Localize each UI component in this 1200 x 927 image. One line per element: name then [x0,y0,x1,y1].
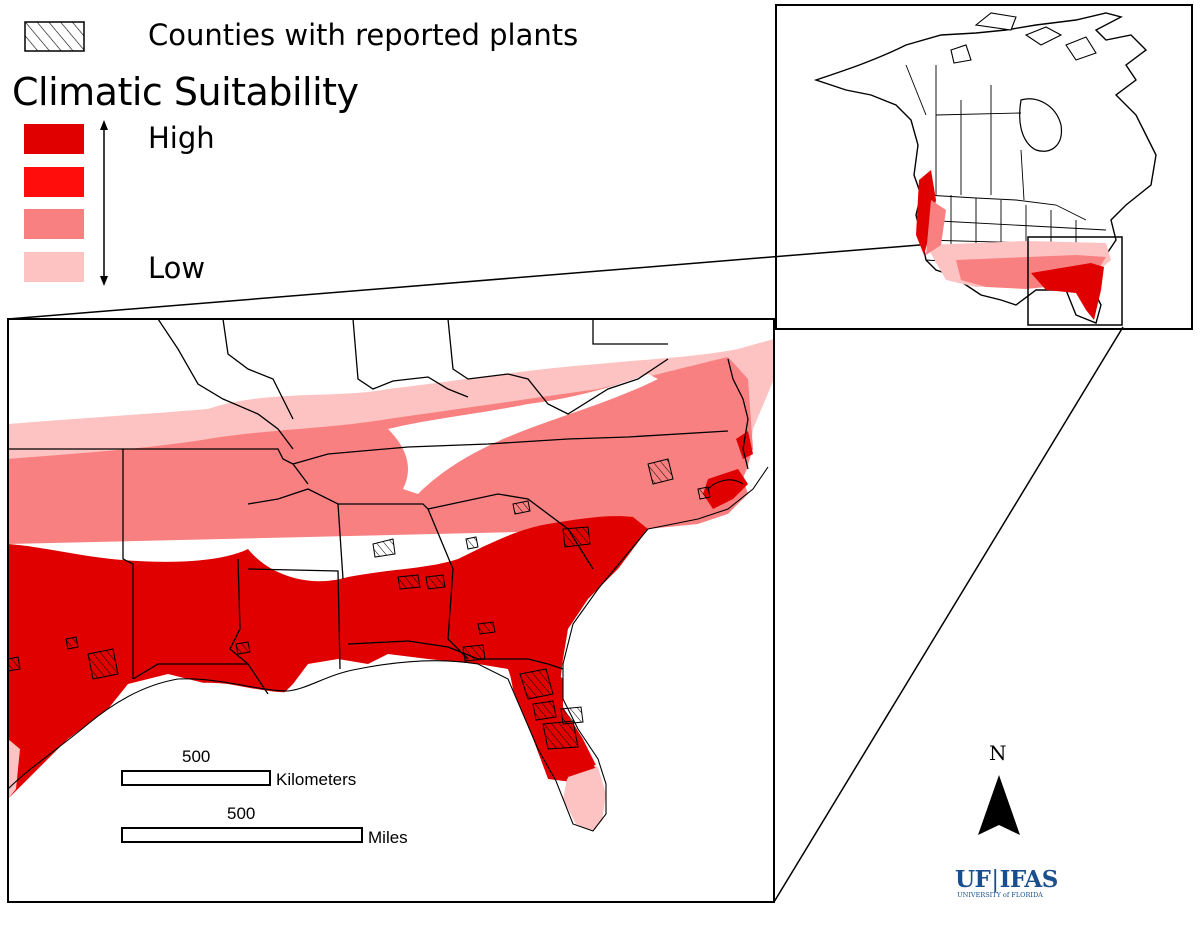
logo-ifas: IFAS [999,866,1059,893]
mi-scale-unit: Miles [368,828,408,847]
coastlines [8,466,769,832]
km-scale-value: 500 [182,747,211,766]
low-label: Low [148,251,206,285]
uf-ifas-logo: UF|IFAS UNIVERSITY of FLORIDA [955,866,1058,899]
suitability-zone-high [8,516,648,799]
suitability-swatch-4 [24,252,84,282]
logo-tagline: UNIVERSITY of FLORIDA [957,891,1043,899]
north-america-inset-map [813,12,1157,326]
mi-scale-bar [121,827,363,843]
main-map-frame [7,318,775,903]
counties-legend-label: Counties with reported plants [148,18,579,52]
north-label: N [989,741,1007,765]
logo-uf: UF [955,866,991,893]
state-boundaries [8,319,749,695]
suitability-swatch-1 [24,124,84,154]
suitability-swatch-3 [24,209,84,239]
km-scale-bar [121,770,271,786]
suitability-zone-medium-west [8,474,148,499]
high-label: High [148,121,215,155]
inset-map-frame [775,4,1193,330]
gradient-arrow-icon [100,120,108,286]
north-arrow-icon [978,775,1020,835]
hatch-swatch [24,21,85,52]
suitability-swatch-2 [24,167,84,197]
county-hatch-marks [8,458,711,750]
mi-scale-value: 500 [227,804,256,823]
legend-title: Climatic Suitability [12,70,359,114]
km-scale-unit: Kilometers [276,770,357,789]
